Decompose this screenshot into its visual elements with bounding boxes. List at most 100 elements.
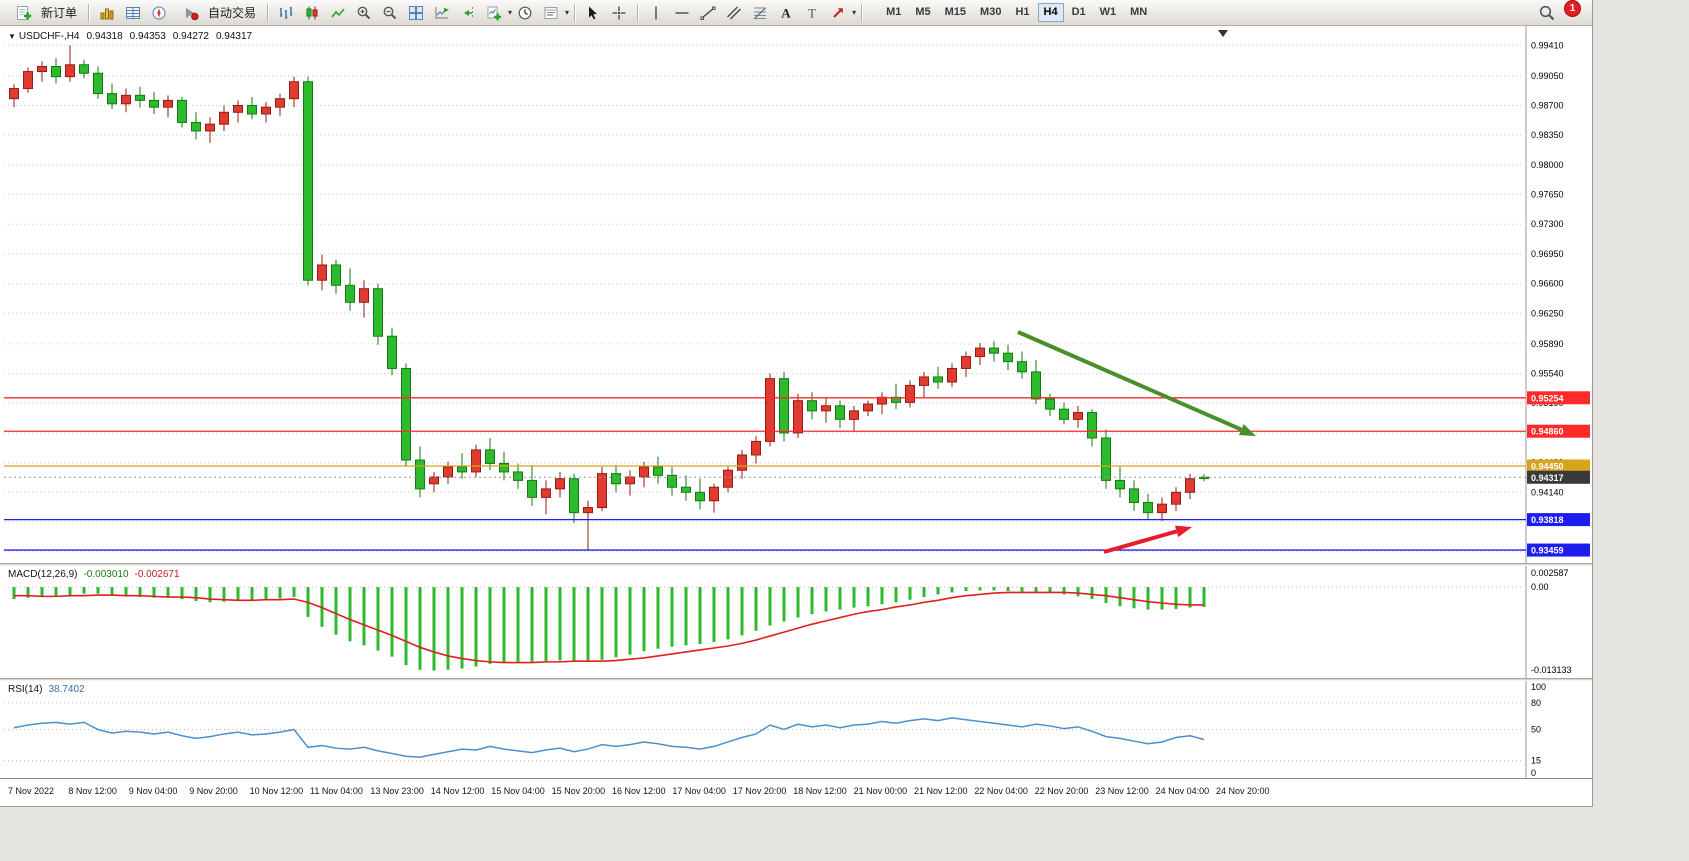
text-tool-icon[interactable]: A bbox=[774, 2, 798, 24]
candle bbox=[37, 61, 47, 82]
main-chart[interactable]: 0.99410 0.99050 0.98700 0.98350 0.98000 0.976… bbox=[0, 26, 1592, 563]
bounce-arrow[interactable] bbox=[1103, 525, 1192, 554]
candle-body bbox=[905, 384, 915, 403]
candle-body bbox=[233, 104, 243, 113]
time-axis[interactable]: 7 Nov 2022 8 Nov 12:00 9 Nov 04:00 9 Nov 20… bbox=[0, 778, 1592, 804]
timeframe-m1-button[interactable]: M1 bbox=[880, 3, 907, 22]
candle-body bbox=[247, 104, 257, 115]
timeframe-h1-button[interactable]: H1 bbox=[1009, 3, 1035, 22]
candle-body bbox=[1059, 408, 1069, 420]
zoom-in-icon[interactable] bbox=[352, 2, 376, 24]
candle-body bbox=[1073, 412, 1083, 420]
time-label: 17 Nov 04:00 bbox=[672, 786, 726, 796]
timeframe-mn-button[interactable]: MN bbox=[1124, 3, 1153, 22]
chevron-down-icon[interactable]: ▾ bbox=[508, 8, 513, 17]
price-line-label bbox=[1527, 424, 1590, 438]
candle-body bbox=[317, 264, 327, 281]
candle bbox=[331, 259, 341, 294]
arrows-tool-icon[interactable] bbox=[826, 2, 850, 24]
macd-signal-line bbox=[14, 591, 1204, 664]
chevron-down-icon[interactable]: ▾ bbox=[565, 8, 570, 17]
price-tick-label: 0.94140 bbox=[1531, 487, 1564, 497]
time-label: 18 Nov 12:00 bbox=[793, 786, 847, 796]
price-line-label bbox=[1527, 391, 1590, 405]
candle bbox=[877, 392, 887, 415]
chart-shift-icon[interactable] bbox=[456, 2, 480, 24]
timeframe-m30-button[interactable]: M30 bbox=[974, 3, 1007, 22]
price-tick-label: 0.98700 bbox=[1531, 100, 1564, 110]
market-watch-icon[interactable] bbox=[95, 2, 119, 24]
search-icon[interactable] bbox=[1535, 2, 1559, 24]
trendline-tool-icon[interactable] bbox=[696, 2, 720, 24]
templates-icon[interactable] bbox=[539, 2, 563, 24]
candle bbox=[415, 446, 425, 498]
price-line-label-text: 0.94317 bbox=[1531, 473, 1564, 483]
candle-body bbox=[863, 403, 873, 412]
downtrend-arrow[interactable] bbox=[1017, 330, 1256, 436]
line-chart-icon[interactable] bbox=[326, 2, 350, 24]
new-chart-icon[interactable] bbox=[482, 2, 506, 24]
crosshair-icon[interactable] bbox=[607, 2, 631, 24]
notification-badge[interactable]: 1 bbox=[1564, 0, 1581, 17]
candle bbox=[807, 392, 817, 420]
fibonacci-tool-icon[interactable] bbox=[748, 2, 772, 24]
timeframe-m15-button[interactable]: M15 bbox=[939, 3, 972, 22]
panel-splitter[interactable] bbox=[0, 678, 1592, 681]
candle bbox=[611, 465, 621, 493]
candle bbox=[1185, 473, 1195, 500]
time-label: 17 Nov 20:00 bbox=[732, 786, 787, 796]
candle-body bbox=[625, 476, 635, 485]
candle-body bbox=[1171, 491, 1181, 505]
candle-body bbox=[499, 462, 509, 473]
timeframe-h4-button[interactable]: H4 bbox=[1037, 3, 1064, 22]
panel-splitter[interactable] bbox=[0, 563, 1592, 566]
candle bbox=[247, 97, 257, 120]
candle bbox=[149, 91, 159, 114]
candle bbox=[989, 341, 999, 362]
cursor-icon[interactable] bbox=[581, 2, 605, 24]
auto-scroll-icon[interactable] bbox=[430, 2, 454, 24]
autotrading-button[interactable]: 自动交易 bbox=[172, 0, 262, 25]
chart-menu-icon[interactable]: ▼ bbox=[8, 32, 16, 41]
rsi-value: 38.7402 bbox=[48, 684, 85, 695]
candle bbox=[289, 76, 299, 108]
toolbar-separator bbox=[861, 3, 863, 22]
candle bbox=[387, 327, 397, 376]
candle bbox=[373, 283, 383, 345]
new-order-button[interactable]: 新订单 bbox=[5, 0, 83, 25]
candle-body bbox=[457, 466, 467, 473]
navigator-icon[interactable] bbox=[147, 2, 171, 24]
tile-windows-icon[interactable] bbox=[404, 2, 428, 24]
price-line-label bbox=[1527, 543, 1590, 557]
horizontal-line-tool-icon[interactable] bbox=[670, 2, 694, 24]
zoom-out-icon[interactable] bbox=[378, 2, 402, 24]
candle-body bbox=[401, 367, 411, 461]
timeframe-toolbar: M1 M5 M15 M30 H1 H4 D1 W1 MN bbox=[879, 3, 1154, 22]
candle-body bbox=[415, 459, 425, 490]
macd-panel[interactable]: 0.002587 0.00 -0.013133 bbox=[0, 566, 1592, 678]
period-clock-icon[interactable] bbox=[513, 2, 537, 24]
new-order-label: 新订单 bbox=[41, 6, 78, 20]
candle-body bbox=[709, 486, 719, 502]
macd-axis-label: -0.013133 bbox=[1531, 665, 1572, 675]
rsi-panel[interactable]: 100 80 50 15 0 bbox=[0, 681, 1592, 778]
text-label-tool-icon[interactable]: T bbox=[800, 2, 824, 24]
mt4-window: 新订单 自动交易 bbox=[0, 0, 1593, 807]
timeframe-d1-button[interactable]: D1 bbox=[1066, 3, 1092, 22]
time-label: 24 Nov 04:00 bbox=[1155, 786, 1210, 796]
price-axis[interactable] bbox=[1526, 26, 1592, 778]
timeframe-m5-button[interactable]: M5 bbox=[909, 3, 936, 22]
bar-chart-icon[interactable] bbox=[274, 2, 298, 24]
candle bbox=[1017, 351, 1027, 379]
candle bbox=[79, 59, 89, 79]
rsi-axis-label: 0 bbox=[1531, 768, 1536, 778]
channel-tool-icon[interactable] bbox=[722, 2, 746, 24]
chart-title: ▼ USDCHF-,H4 0.94318 0.94353 0.94272 0.94317 bbox=[8, 31, 252, 42]
chevron-down-icon[interactable]: ▾ bbox=[852, 8, 857, 17]
vertical-line-tool-icon[interactable] bbox=[644, 2, 668, 24]
timeframe-w1-button[interactable]: W1 bbox=[1094, 3, 1123, 22]
candlestick-chart-icon[interactable] bbox=[300, 2, 324, 24]
chart-shift-marker[interactable] bbox=[1218, 30, 1228, 37]
data-window-icon[interactable] bbox=[121, 2, 145, 24]
candle-body bbox=[653, 466, 663, 476]
